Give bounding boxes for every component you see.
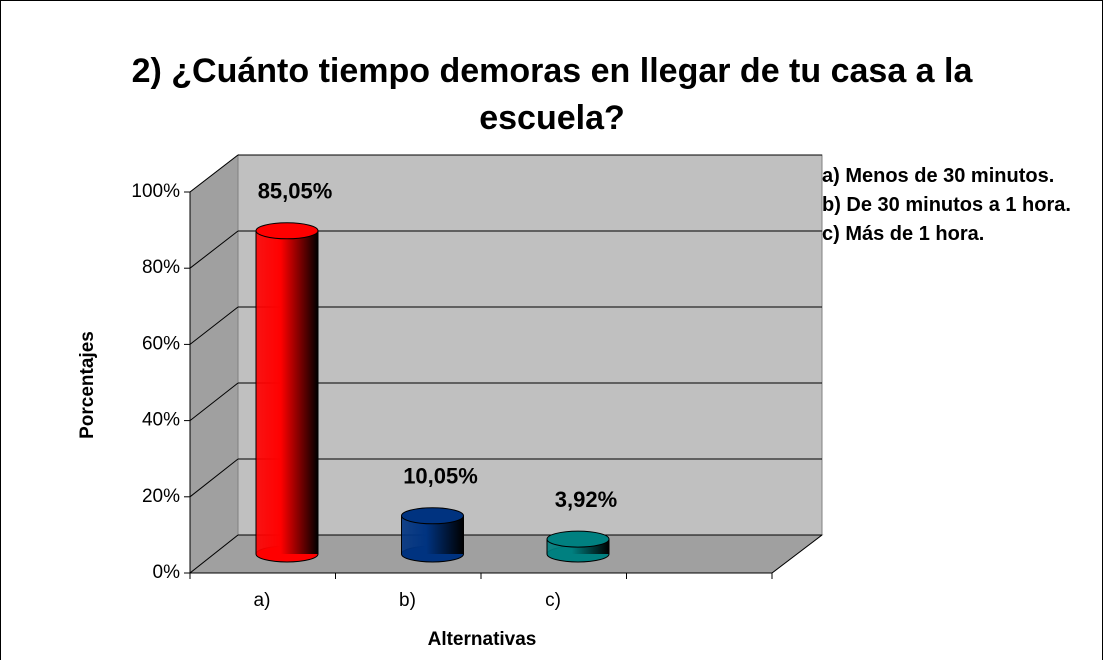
bar-cap [401, 507, 464, 525]
y-tick-label: 20% [142, 486, 180, 507]
chart-title: 2) ¿Cuánto tiempo demoras en llegar de t… [131, 52, 973, 137]
floor-edge [771, 534, 823, 574]
data-label: 3,92% [555, 487, 617, 512]
y-tick-label: 60% [142, 333, 180, 354]
grid-line [189, 154, 239, 193]
bar-cap [255, 222, 319, 240]
legend-entry: b) De 30 minutos a 1 hora. [822, 194, 1071, 216]
side-wall [189, 153, 239, 575]
y-tick-label: 0% [153, 562, 181, 583]
y-tick-label: 40% [142, 410, 180, 431]
bar [256, 230, 318, 554]
bar-cap [546, 530, 610, 548]
grid-line [189, 534, 239, 574]
grid-line [189, 382, 239, 421]
y-tick-label: 80% [142, 257, 180, 278]
x-tick-label: c) [545, 590, 561, 611]
legend-entry: c) Más de 1 hora. [822, 223, 985, 245]
grid-line [189, 230, 239, 269]
x-tick-label: b) [399, 590, 416, 611]
back-wall [237, 154, 823, 536]
legend: a) Menos de 30 minutos. b) De 30 minutos … [822, 162, 1084, 249]
y-tick-label: 100% [131, 181, 180, 202]
x-axis-label: Alternativas [428, 629, 537, 650]
legend-entry: a) Menos de 30 minutos. [822, 165, 1055, 187]
data-label: 10,05% [403, 464, 478, 489]
grid-line [189, 306, 239, 345]
data-label: 85,05% [258, 179, 333, 204]
y-axis-label: Porcentajes [77, 331, 98, 439]
grid-line [189, 458, 239, 498]
x-tick-label: a) [254, 590, 271, 611]
